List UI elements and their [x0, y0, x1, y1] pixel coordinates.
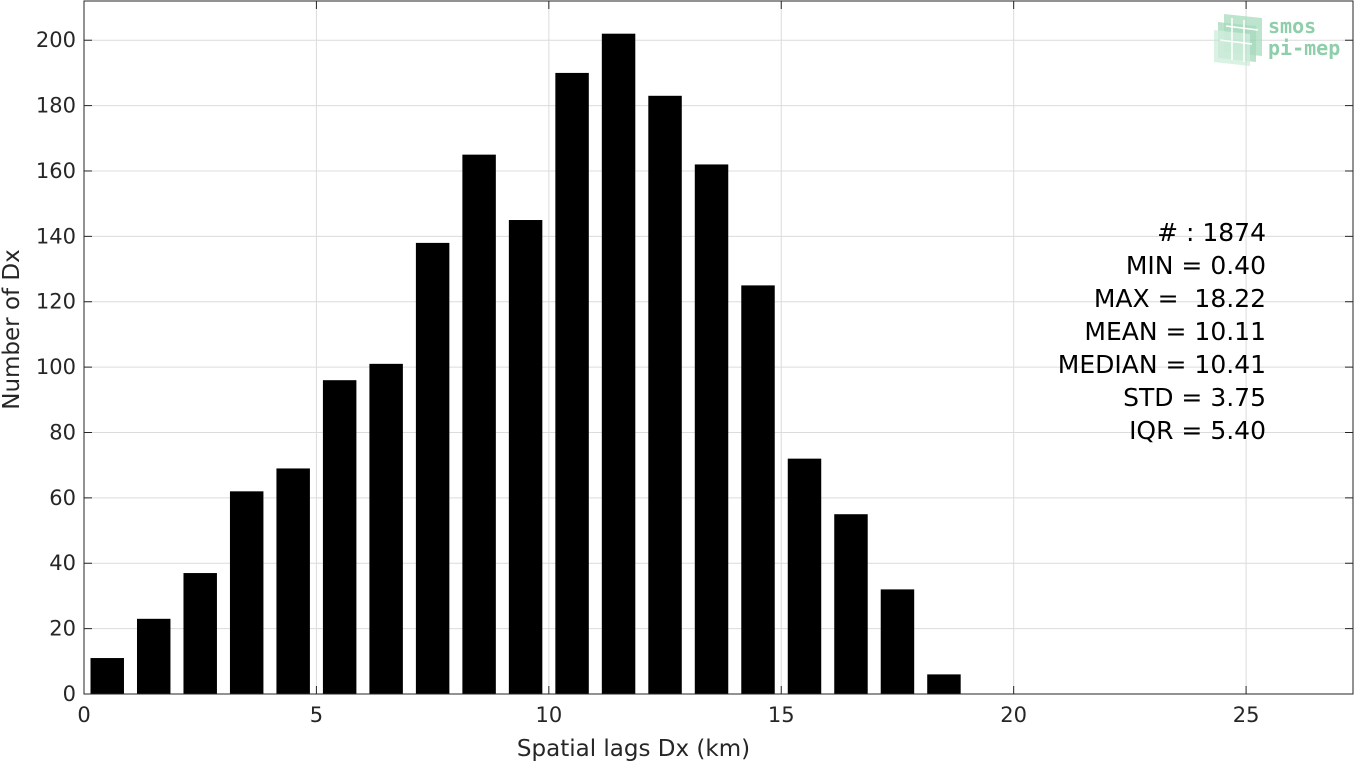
y-tick-label: 140 — [36, 224, 76, 248]
bars — [90, 33, 961, 695]
y-axis-ticks: 0 20 40 60 80 100 120 140 160 180 200 — [36, 28, 1353, 706]
histogram-bar — [927, 674, 961, 694]
stat-line: # : 1874 — [1157, 218, 1266, 247]
histogram-bar — [741, 285, 775, 694]
histogram-bar — [90, 658, 124, 694]
histogram-bar — [415, 242, 450, 694]
histogram-bar — [834, 514, 868, 694]
logo-text-smos: smos — [1268, 14, 1316, 38]
x-tick-label: 25 — [1233, 703, 1260, 727]
plot-frame — [83, 0, 1354, 695]
x-tick-label: 5 — [310, 703, 323, 727]
histogram-bar — [648, 95, 682, 694]
histogram-bar — [276, 468, 310, 694]
histogram-bar — [462, 154, 496, 695]
stat-line: MIN = 0.40 — [1126, 251, 1266, 280]
y-tick-label: 0 — [63, 682, 76, 706]
y-tick-label: 80 — [49, 420, 76, 444]
y-axis-label: Number of Dx — [0, 249, 25, 410]
histogram-bar — [229, 491, 264, 694]
y-tick-label: 40 — [49, 551, 76, 575]
stat-line: MEAN = 10.11 — [1084, 317, 1266, 346]
logo-cube-icon — [1214, 14, 1262, 66]
smos-pi-mep-logo: smos pi-mep — [1214, 14, 1340, 66]
x-axis-ticks: 0 5 10 15 20 25 — [77, 1, 1259, 727]
histogram-bar — [880, 589, 915, 694]
y-tick-label: 60 — [49, 486, 76, 510]
x-axis-label: Spatial lags Dx (km) — [517, 736, 750, 762]
x-tick-label: 15 — [768, 703, 795, 727]
y-tick-label: 120 — [36, 290, 76, 314]
y-tick-label: 160 — [36, 159, 76, 183]
x-tick-label: 20 — [1000, 703, 1027, 727]
histogram-bar — [183, 573, 217, 694]
statistics-box: # : 1874 MIN = 0.40 MAX = 18.22 MEAN = 10.1… — [1058, 218, 1266, 445]
histogram-bar — [694, 164, 729, 695]
y-tick-label: 100 — [36, 355, 76, 379]
x-tick-label: 0 — [77, 703, 90, 727]
histogram-bar — [601, 33, 636, 695]
histogram-bar — [369, 363, 403, 694]
histogram-bar — [136, 618, 171, 694]
histogram-bar — [555, 72, 589, 694]
y-tick-label: 200 — [36, 28, 76, 52]
stat-line: MEDIAN = 10.41 — [1058, 350, 1266, 379]
stat-line: IQR = 5.40 — [1129, 416, 1266, 445]
y-tick-label: 20 — [49, 617, 76, 641]
x-tick-label: 10 — [535, 703, 562, 727]
logo-text-pi-mep: pi-mep — [1268, 36, 1340, 60]
histogram-bar — [787, 458, 822, 694]
stat-line: STD = 3.75 — [1123, 383, 1266, 412]
histogram-bar — [322, 380, 357, 694]
y-tick-label: 180 — [36, 94, 76, 118]
stat-line: MAX = 18.22 — [1094, 284, 1266, 313]
histogram-bar — [508, 220, 543, 694]
